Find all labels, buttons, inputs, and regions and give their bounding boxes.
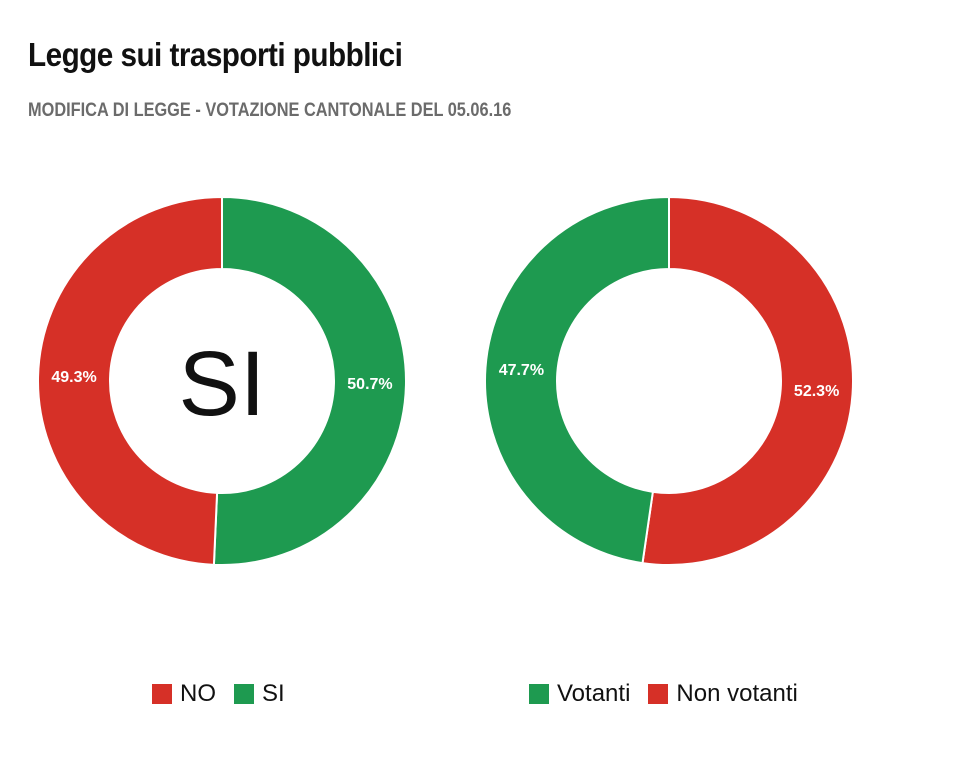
legend-vote-result: NO SI (152, 680, 285, 708)
chart-1-slice-si[interactable] (212, 195, 407, 566)
legend-turnout: Votanti Non votanti (529, 680, 798, 708)
chart-2-slice-votanti[interactable] (484, 195, 670, 565)
legend-item-si[interactable]: SI (234, 680, 285, 708)
chart-1-data-label-no: 49.3% (51, 369, 96, 386)
legend-item-non-votanti[interactable]: Non votanti (648, 680, 798, 708)
legend-item-votanti[interactable]: Votanti (529, 680, 630, 708)
chart-title: Legge sui trasporti pubblici (28, 36, 403, 73)
chart-2-data-label-non-votanti: 52.3% (794, 383, 839, 400)
chart-1-center-label: SI (179, 333, 266, 435)
chart-1-slice-no[interactable] (37, 195, 223, 566)
chart-subtitle: MODIFICA DI LEGGE - VOTAZIONE CANTONALE … (28, 100, 512, 121)
legend-swatch-votanti (529, 684, 549, 704)
chart-2-data-label-votanti: 47.7% (499, 362, 544, 379)
legend-label-non-votanti: Non votanti (676, 680, 798, 707)
legend-swatch-no (152, 684, 172, 704)
legend-swatch-si (234, 684, 254, 704)
chart-2-slice-non-votanti[interactable] (641, 195, 854, 566)
legend-label-no: NO (180, 680, 216, 707)
legend-swatch-non-votanti (648, 684, 669, 704)
legend-label-votanti: Votanti (557, 680, 631, 707)
chart-1-data-label-si: 50.7% (347, 376, 392, 393)
legend-label-si: SI (262, 680, 285, 707)
legend-item-no[interactable]: NO (152, 680, 216, 708)
